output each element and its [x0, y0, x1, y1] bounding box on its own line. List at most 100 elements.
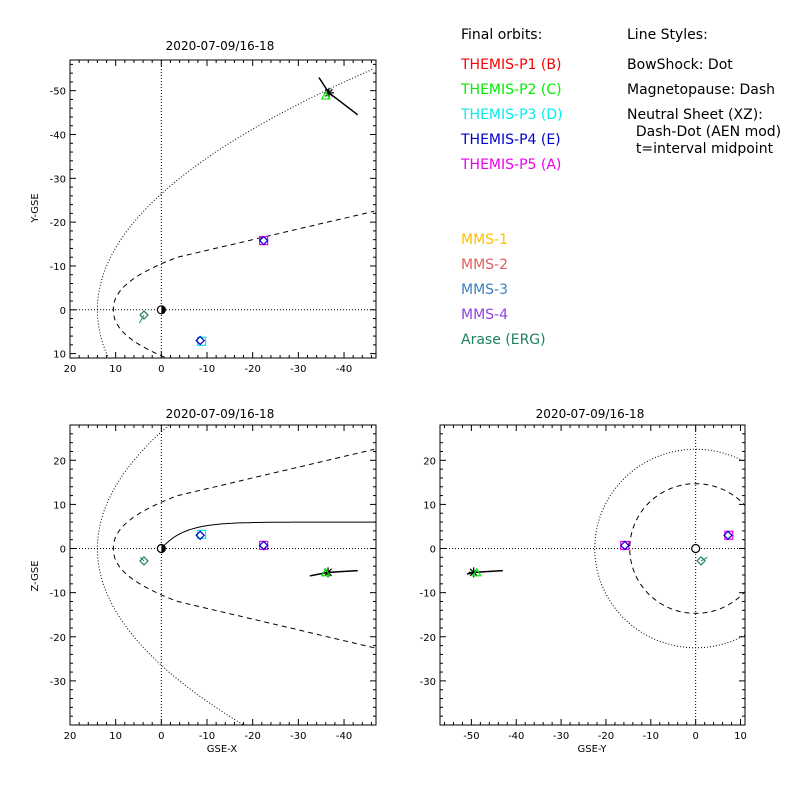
xz-earth-symbol: [156, 543, 166, 554]
yz-x-tick-label: -20: [598, 731, 614, 742]
xz-y-tick-label: -20: [50, 633, 66, 644]
yz-y-tick-label: 10: [423, 500, 436, 511]
xz-y-tick-label: -30: [50, 677, 66, 688]
yz-x-tick-label: 0: [692, 731, 698, 742]
xy-x-tick-label: 20: [64, 364, 77, 375]
xy-y-tick-label: -30: [50, 174, 66, 185]
yz-x-tick-label: -30: [553, 731, 569, 742]
style-magnetopause: Magnetopause: Dash: [627, 82, 776, 98]
yz-marks: [466, 530, 734, 578]
xz-mark-themis-p4-3: [258, 540, 269, 551]
xy-marks: [138, 77, 359, 346]
xy-track-themis-p1: [318, 77, 359, 116]
xz-grid: [70, 425, 376, 725]
legend-mms-2: MMS-2: [461, 257, 509, 273]
xy-ticks: 20 10 0 -10 -20 -30 -40 10 0 -10 -20 -30 -40 -50: [50, 60, 376, 375]
xz-x-tick-label: 10: [109, 731, 122, 742]
yz-x-tick-label: -50: [463, 731, 479, 742]
legend-mms-4: MMS-4: [461, 307, 509, 323]
xy-earth-symbol: [156, 305, 166, 315]
xz-magnetopause-curve: [112, 448, 375, 649]
xy-magnetopause-curve: [112, 210, 375, 358]
xz-neutral-sheet-curve: [160, 521, 376, 549]
xy-y-tick-label: -10: [50, 262, 66, 273]
legend-themis-p4: THEMIS-P4 (E): [461, 132, 561, 148]
xz-panel-title: 2020-07-09/16-18: [166, 407, 275, 421]
xz-mark-themis-p2-1: [320, 567, 331, 577]
xy-mark-themis-p4-5: [195, 335, 206, 346]
xy-track-arase: [138, 314, 145, 324]
xy-y-axis-label: Y-GSE: [30, 193, 41, 223]
line-styles-title: Line Styles:: [627, 27, 708, 43]
xy-frame: [69, 59, 377, 359]
xz-track-themis-p1: [309, 569, 358, 577]
xy-x-tick-label: -40: [336, 364, 352, 375]
xy-y-tick-label: -20: [50, 218, 66, 229]
xy-mark-themis-p4-3: [258, 235, 269, 246]
xz-y-axis-label: Z-GSE: [30, 560, 41, 591]
xy-bowshock-curve: [96, 68, 374, 358]
xz-x-tick-label: -20: [245, 731, 261, 742]
yz-earth-symbol: [691, 543, 701, 554]
legend-themis-p1: THEMIS-P1 (B): [461, 57, 562, 73]
xz-marks: [139, 529, 358, 578]
legend-mms-1: MMS-1: [461, 232, 509, 248]
yz-x-tick-label: 10: [734, 731, 747, 742]
xy-y-tick-label: -40: [50, 131, 66, 142]
xy-x-tick-label: -30: [290, 364, 306, 375]
yz-y-tick-label: -20: [420, 633, 436, 644]
style-neutral-sheet: Neutral Sheet (XZ):: [627, 107, 763, 123]
yz-magnetopause-circle: [629, 483, 745, 614]
xz-y-tick-label: 10: [53, 500, 66, 511]
xz-x-tick-label: -30: [290, 731, 306, 742]
yz-mark-themis-p2-1: [471, 567, 482, 577]
xz-bowshock-curve: [96, 425, 245, 725]
legend-mms-3: MMS-3: [461, 282, 509, 298]
xy-y-tick-label: 0: [60, 306, 66, 317]
xz-mark-arase-6: [139, 556, 149, 566]
xy-mark-arase-6: [139, 310, 149, 320]
legend-themis-p2: THEMIS-P2 (C): [461, 82, 562, 98]
xy-panel-title: 2020-07-09/16-18: [166, 39, 275, 53]
yz-x-tick-label: -10: [643, 731, 659, 742]
xz-x-tick-label: -40: [336, 731, 352, 742]
yz-x-axis-label: GSE-Y: [578, 744, 608, 755]
yz-mark-themis-p5-2: [620, 540, 630, 551]
xy-x-tick-label: -20: [245, 364, 261, 375]
yz-ticks: -50 -40 -30 -20 -10 0 10 20 10 0 -10 -20 -30: [420, 424, 747, 742]
style-midpoint: t=interval midpoint: [627, 141, 774, 157]
xy-x-tick-label: 10: [109, 364, 122, 375]
xy-panel: 2020-07-09/16-18 20 10 0 -10 -20 -30 -40 10 0 -10…: [30, 39, 377, 375]
yz-panel: 2020-07-09/16-18 -50 -40 -30 -20 -10 0 10 20 10 0…: [420, 407, 747, 755]
legend-themis-p5: THEMIS-P5 (A): [461, 157, 562, 173]
style-bowshock: BowShock: Dot: [627, 57, 733, 73]
yz-x-tick-label: -40: [508, 731, 524, 742]
legend-arase: Arase (ERG): [461, 332, 546, 348]
xz-mark-themis-p5-2: [259, 540, 269, 551]
yz-y-tick-label: 0: [430, 545, 436, 556]
xy-grid: [70, 60, 376, 358]
xz-mark-themis-p4-5: [195, 530, 206, 541]
xz-x-tick-label: 0: [158, 731, 164, 742]
style-dash-dot: Dash-Dot (AEN mod): [627, 124, 782, 140]
yz-y-tick-label: -10: [420, 589, 436, 600]
yz-panel-title: 2020-07-09/16-18: [536, 407, 645, 421]
xz-frame: [69, 424, 377, 726]
xz-ticks: 20 10 0 -10 -20 -30 -40 20 10 0 -10 -20 -30: [50, 424, 376, 742]
yz-mark-arase-6: [696, 556, 706, 566]
xz-x-tick-label: 20: [64, 731, 77, 742]
xz-y-tick-label: -10: [50, 589, 66, 600]
xy-y-tick-label: 10: [53, 350, 66, 361]
xz-y-tick-label: 0: [60, 545, 66, 556]
yz-mark-themis-p4-5: [723, 530, 733, 541]
yz-grid: [440, 425, 745, 725]
xy-mark-themis-p2-1: [320, 90, 331, 100]
yz-y-tick-label: 20: [423, 456, 436, 467]
yz-frame: [439, 424, 746, 726]
xz-panel: 2020-07-09/16-18 20 10 0 -10 -20 -30 -40 20 10 0 -…: [30, 407, 377, 755]
xy-y-tick-label: -50: [50, 87, 66, 98]
xz-x-tick-label: -10: [199, 731, 215, 742]
xy-x-tick-label: -10: [199, 364, 215, 375]
xz-y-tick-label: 20: [53, 456, 66, 467]
